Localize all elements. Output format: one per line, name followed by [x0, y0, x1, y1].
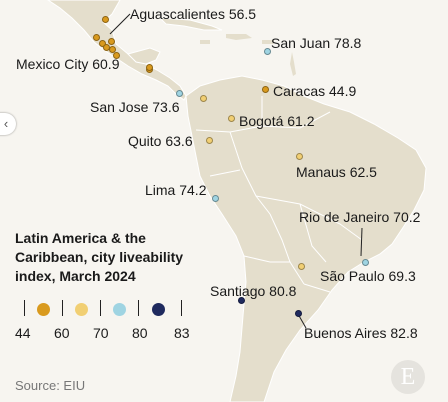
city-label-san-jose: San Jose 73.6	[90, 99, 180, 115]
city-label-mexico-city: Mexico City 60.9	[16, 56, 120, 72]
legend-value: 83	[174, 325, 190, 341]
city-label-bogota: Bogotá 61.2	[239, 113, 315, 129]
city-label-quito: Quito 63.6	[128, 133, 193, 149]
legend-tick	[138, 300, 139, 316]
city-label-santiago: Santiago 80.8	[210, 283, 297, 299]
city-dot-manaus	[296, 153, 303, 160]
city-dot-unlabeled	[200, 95, 207, 102]
legend-tick	[181, 300, 182, 316]
city-label-manaus: Manaus 62.5	[296, 164, 377, 180]
city-dot-lima	[212, 195, 219, 202]
legend-value: 44	[15, 325, 31, 341]
city-label-buenos-aires: Buenos Aires 82.8	[304, 325, 418, 341]
city-dot-santiago	[238, 297, 245, 304]
legend-title: Latin America & the Caribbean, city live…	[15, 230, 184, 284]
land-lesser-antilles	[290, 52, 296, 76]
land-hispaniola	[226, 34, 252, 40]
city-dot-caracas	[262, 86, 269, 93]
city-label-rio: Rio de Janeiro 70.2	[299, 209, 421, 225]
legend-tick	[62, 300, 63, 316]
city-dot-san-jose	[176, 90, 183, 97]
city-dot-aguascalientes	[102, 16, 109, 23]
economist-logo: E	[391, 360, 425, 394]
legend-tick	[100, 300, 101, 316]
city-dot-sao-paulo	[298, 263, 305, 270]
city-label-lima: Lima 74.2	[145, 182, 207, 198]
city-dot-bogota	[228, 115, 235, 122]
city-dot-unlabeled	[146, 64, 153, 71]
legend-value: 60	[54, 325, 70, 341]
city-dot-rio	[362, 259, 369, 266]
legend-swatch-44-60	[37, 303, 50, 316]
legend-swatch-70-80	[113, 303, 126, 316]
city-dot-unlabeled	[113, 52, 120, 59]
land-south-america	[185, 75, 427, 402]
city-label-aguascalientes: Aguascalientes 56.5	[130, 6, 257, 22]
city-dot-unlabeled	[93, 34, 100, 41]
city-label-sao-paulo: São Paulo 69.3	[320, 268, 416, 284]
legend-value: 70	[93, 325, 109, 341]
scroll-left-arrow-icon[interactable]: ‹	[0, 113, 16, 135]
city-dot-san-juan	[264, 48, 271, 55]
city-dot-buenos-aires	[295, 310, 302, 317]
land-cuba	[158, 17, 223, 31]
source-note: Source: EIU	[15, 378, 86, 393]
legend-swatch-80-83	[152, 303, 165, 316]
city-label-san-juan: San Juan 78.8	[271, 35, 362, 51]
legend-value: 80	[132, 325, 148, 341]
city-dot-unlabeled	[99, 40, 106, 47]
land-puerto-rico	[262, 40, 274, 44]
legend-swatch-60-70	[75, 303, 88, 316]
city-dot-unlabeled	[108, 38, 115, 45]
city-dot-quito	[206, 137, 213, 144]
land-jamaica	[200, 40, 210, 44]
legend-tick	[24, 300, 25, 316]
city-dot-unlabeled	[109, 46, 116, 53]
country-borders	[195, 96, 363, 293]
city-label-caracas: Caracas 44.9	[273, 83, 357, 99]
land-yucatan	[127, 47, 161, 65]
